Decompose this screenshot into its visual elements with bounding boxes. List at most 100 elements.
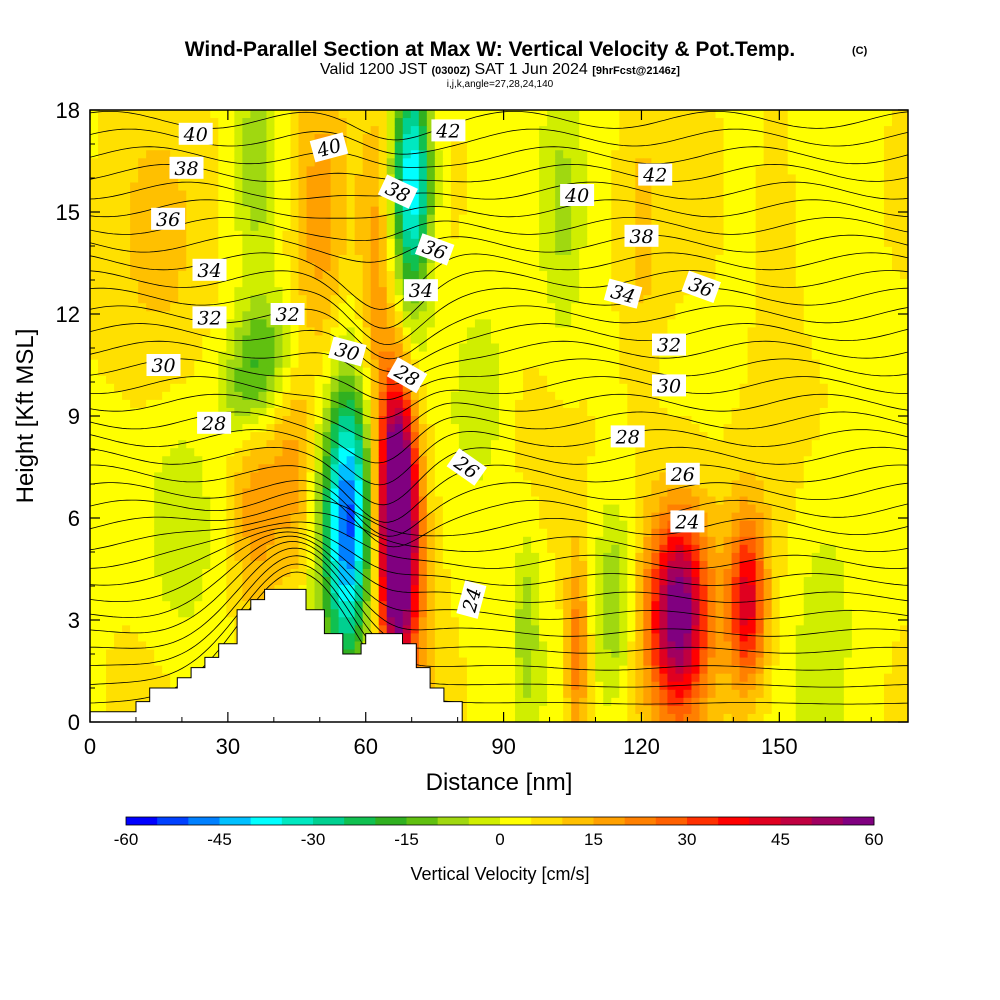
w-cell [410, 407, 420, 417]
w-cell [795, 246, 805, 256]
w-cell [106, 214, 115, 224]
w-cell [378, 271, 388, 280]
w-cell [739, 190, 749, 200]
w-cell [162, 198, 171, 208]
w-cell [803, 399, 813, 409]
w-cell [787, 456, 797, 465]
w-cell [426, 166, 436, 176]
w-cell [346, 222, 356, 232]
w-cell [683, 263, 693, 272]
w-cell [595, 359, 604, 369]
w-cell [242, 359, 251, 369]
w-cell [450, 488, 460, 498]
w-cell [90, 303, 99, 312]
w-cell [827, 440, 837, 449]
w-cell [250, 399, 260, 409]
w-cell [835, 327, 845, 337]
w-cell [659, 142, 669, 151]
w-cell [843, 158, 853, 167]
w-cell [282, 456, 292, 465]
w-cell [442, 343, 452, 353]
w-cell [875, 335, 885, 345]
w-cell [515, 150, 524, 159]
w-cell [474, 319, 484, 329]
w-cell [843, 359, 853, 369]
w-cell [795, 118, 805, 127]
w-cell [771, 440, 781, 449]
w-cell [659, 295, 669, 304]
w-cell [851, 456, 861, 465]
w-cell [386, 287, 396, 296]
w-cell [883, 464, 893, 473]
w-cell [819, 287, 829, 296]
w-cell [731, 150, 741, 159]
w-cell [162, 118, 171, 127]
w-cell [891, 182, 901, 192]
w-cell [346, 287, 356, 296]
w-cell [258, 351, 268, 361]
w-cell [579, 246, 588, 256]
w-cell [306, 182, 316, 192]
w-cell [490, 399, 500, 409]
w-cell [394, 407, 404, 417]
w-cell [490, 134, 500, 143]
w-cell [667, 424, 677, 433]
w-cell [426, 110, 436, 119]
w-cell [474, 367, 484, 377]
w-cell [114, 464, 123, 473]
w-cell [186, 464, 195, 473]
w-cell [795, 399, 805, 409]
w-cell [210, 246, 219, 256]
w-cell [891, 472, 901, 482]
w-cell [843, 440, 853, 449]
w-cell [811, 496, 821, 506]
w-cell [587, 134, 596, 143]
w-cell [523, 407, 532, 417]
w-cell [707, 456, 717, 465]
w-cell [370, 238, 380, 248]
w-cell [98, 375, 107, 385]
w-cell [322, 432, 332, 441]
w-cell [787, 254, 797, 264]
w-cell [747, 238, 757, 248]
w-cell [707, 303, 717, 312]
w-cell [426, 327, 436, 337]
w-cell [835, 480, 845, 490]
w-cell [595, 448, 604, 457]
w-cell [490, 110, 500, 119]
w-cell [338, 118, 348, 127]
w-cell [827, 327, 837, 337]
w-cell [178, 142, 187, 151]
w-cell [603, 142, 612, 151]
w-cell [426, 383, 436, 393]
w-cell [683, 246, 693, 256]
w-cell [250, 496, 260, 506]
w-cell [507, 110, 516, 119]
w-cell [266, 118, 276, 127]
w-cell [691, 319, 701, 329]
w-cell [466, 230, 476, 240]
w-cell [867, 198, 877, 208]
w-cell [170, 440, 179, 449]
w-cell [210, 488, 219, 498]
w-cell [723, 416, 733, 425]
w-cell [130, 303, 139, 312]
w-cell [234, 480, 243, 490]
w-cell [418, 383, 428, 393]
w-cell [883, 432, 893, 441]
w-cell [274, 351, 284, 361]
w-cell [579, 335, 588, 345]
w-cell [226, 263, 235, 272]
w-cell [362, 222, 372, 232]
w-cell [114, 295, 123, 304]
w-cell [811, 391, 821, 401]
w-cell [466, 142, 476, 151]
w-cell [450, 375, 460, 385]
w-cell [338, 222, 348, 232]
w-cell [146, 198, 155, 208]
w-cell [699, 416, 709, 425]
w-cell [322, 488, 332, 498]
w-cell [426, 448, 436, 457]
w-cell [250, 150, 260, 159]
w-cell [675, 214, 685, 224]
